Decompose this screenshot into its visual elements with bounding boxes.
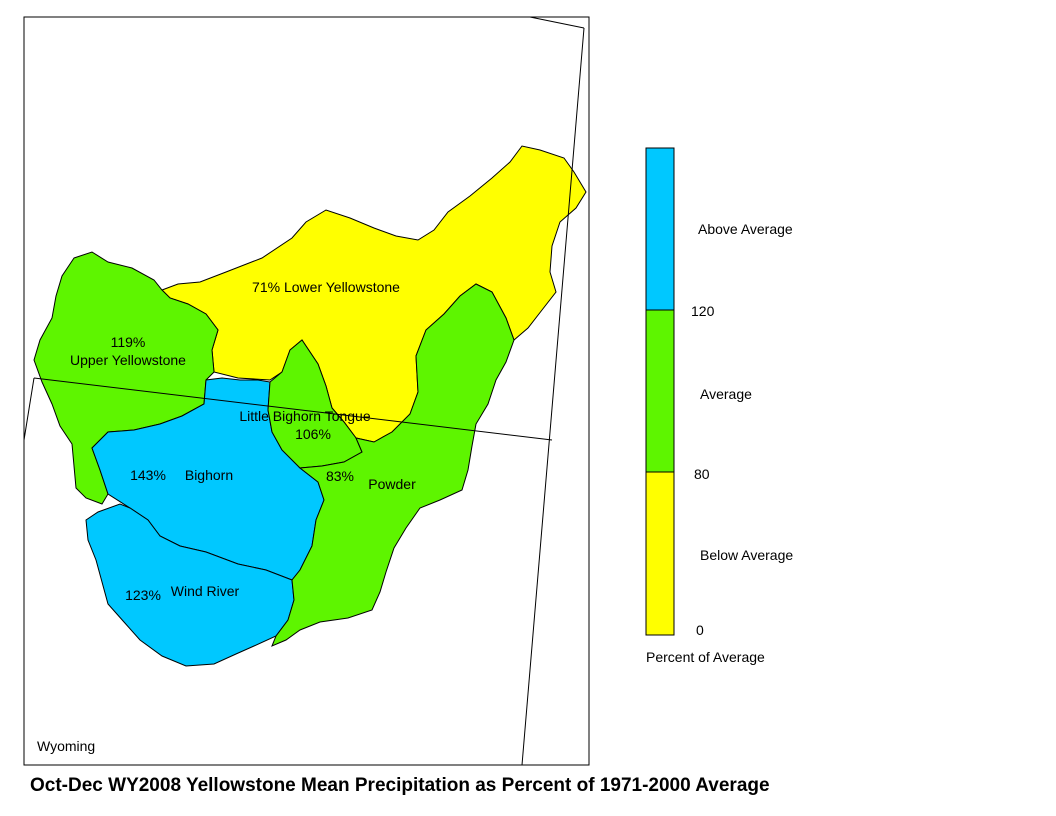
label-powder-name: Powder xyxy=(368,476,416,492)
label-wind-river-name: Wind River xyxy=(171,583,240,599)
figure-title: Oct-Dec WY2008 Yellowstone Mean Precipit… xyxy=(30,775,770,796)
projection-edge-top xyxy=(529,16,585,29)
label-powder-pct: 83% xyxy=(326,468,354,484)
legend-label-below: Below Average xyxy=(700,547,793,563)
label-little-bighorn-tongue-pct: 106% xyxy=(295,426,331,442)
label-upper-yellowstone-pct: 119% xyxy=(111,334,146,350)
label-upper-yellowstone-name: Upper Yellowstone xyxy=(70,352,186,368)
legend-break-80: 80 xyxy=(694,466,710,482)
state-border-line xyxy=(33,377,553,441)
state-border-west xyxy=(23,377,35,441)
legend-swatch-below xyxy=(645,471,675,636)
basin-powder xyxy=(271,283,515,647)
label-bighorn-pct: 143% xyxy=(130,467,166,483)
label-little-bighorn-tongue-name: Little Bighorn Tongue xyxy=(239,408,370,424)
label-bighorn-name: Bighorn xyxy=(185,467,233,483)
projection-edge-east xyxy=(521,27,585,766)
legend-label-above: Above Average xyxy=(698,221,793,237)
label-wind-river-pct: 123% xyxy=(125,587,161,603)
state-label: Wyoming xyxy=(37,738,95,754)
legend-label-average: Average xyxy=(700,386,752,402)
legend-swatch-average xyxy=(645,309,675,473)
legend-break-0: 0 xyxy=(696,622,704,638)
legend-title: Percent of Average xyxy=(646,649,765,665)
legend: Above Average 120 Average 80 Below Avera… xyxy=(645,147,793,665)
legend-swatch-above xyxy=(645,147,675,311)
label-lower-yellowstone: 71% Lower Yellowstone xyxy=(252,279,400,295)
legend-break-120: 120 xyxy=(691,303,715,319)
